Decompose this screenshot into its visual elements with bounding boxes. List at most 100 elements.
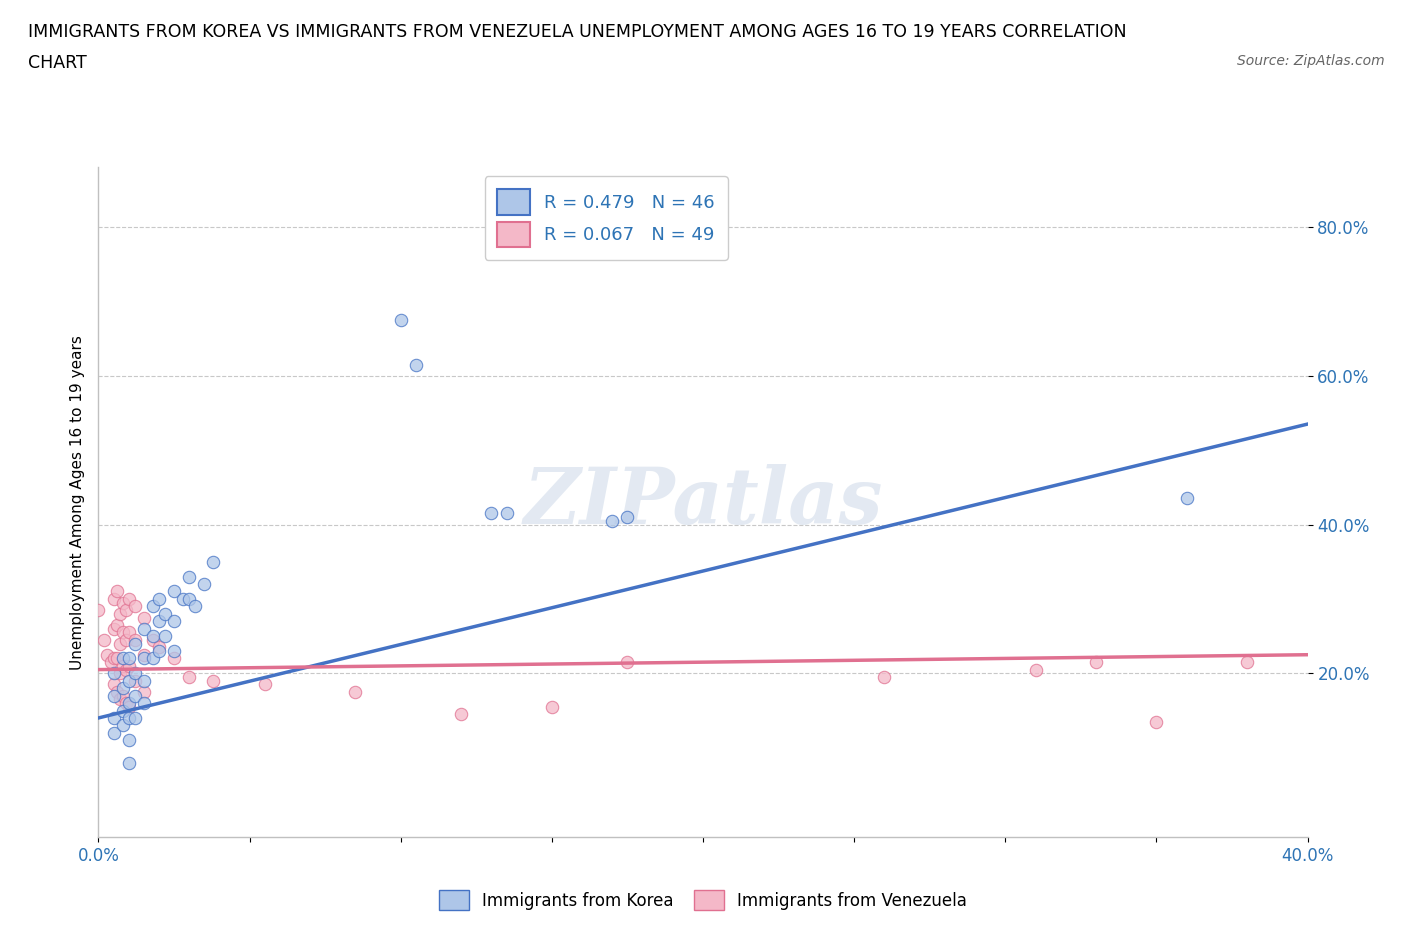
Point bbox=[108, 636, 131, 651]
Point bbox=[96, 647, 118, 662]
Point bbox=[142, 632, 165, 647]
Point bbox=[1236, 655, 1258, 670]
Point bbox=[163, 651, 186, 666]
Point bbox=[87, 603, 110, 618]
Point bbox=[132, 621, 155, 636]
Point bbox=[184, 599, 207, 614]
Point bbox=[111, 688, 134, 703]
Point bbox=[105, 651, 128, 666]
Point bbox=[124, 632, 146, 647]
Point bbox=[193, 577, 215, 591]
Point bbox=[105, 584, 128, 599]
Point bbox=[108, 692, 131, 707]
Point bbox=[1144, 714, 1167, 729]
Point bbox=[103, 651, 125, 666]
Point bbox=[111, 651, 134, 666]
Point bbox=[1024, 662, 1046, 677]
Point bbox=[103, 621, 125, 636]
Point bbox=[873, 670, 896, 684]
Point bbox=[124, 666, 146, 681]
Point bbox=[105, 684, 128, 699]
Point bbox=[495, 506, 517, 521]
Point bbox=[344, 684, 367, 699]
Point bbox=[111, 595, 134, 610]
Point bbox=[124, 636, 146, 651]
Point bbox=[177, 591, 201, 606]
Point bbox=[105, 618, 128, 632]
Point bbox=[132, 647, 155, 662]
Point bbox=[177, 670, 201, 684]
Point bbox=[132, 610, 155, 625]
Point bbox=[103, 591, 125, 606]
Point bbox=[111, 681, 134, 696]
Text: CHART: CHART bbox=[28, 54, 87, 72]
Point bbox=[172, 591, 194, 606]
Point bbox=[142, 651, 165, 666]
Point bbox=[103, 711, 125, 725]
Point bbox=[118, 733, 141, 748]
Point bbox=[602, 513, 624, 528]
Point bbox=[103, 666, 125, 681]
Point bbox=[132, 684, 155, 699]
Point bbox=[132, 696, 155, 711]
Point bbox=[163, 614, 186, 629]
Point bbox=[114, 632, 136, 647]
Text: ZIPatlas: ZIPatlas bbox=[523, 464, 883, 540]
Point bbox=[153, 606, 176, 621]
Point bbox=[114, 662, 136, 677]
Text: Source: ZipAtlas.com: Source: ZipAtlas.com bbox=[1237, 54, 1385, 68]
Point bbox=[114, 696, 136, 711]
Point bbox=[118, 651, 141, 666]
Point bbox=[142, 599, 165, 614]
Point bbox=[148, 591, 170, 606]
Point bbox=[103, 677, 125, 692]
Point bbox=[118, 591, 141, 606]
Point bbox=[103, 688, 125, 703]
Point bbox=[100, 655, 122, 670]
Point bbox=[153, 629, 176, 644]
Point bbox=[481, 506, 503, 521]
Point bbox=[616, 510, 638, 525]
Point bbox=[163, 584, 186, 599]
Point bbox=[114, 603, 136, 618]
Point bbox=[202, 554, 225, 569]
Point bbox=[111, 658, 134, 673]
Point bbox=[148, 640, 170, 655]
Point bbox=[132, 673, 155, 688]
Point bbox=[202, 673, 225, 688]
Point bbox=[118, 673, 141, 688]
Point bbox=[177, 569, 201, 584]
Point bbox=[253, 677, 276, 692]
Text: IMMIGRANTS FROM KOREA VS IMMIGRANTS FROM VENEZUELA UNEMPLOYMENT AMONG AGES 16 TO: IMMIGRANTS FROM KOREA VS IMMIGRANTS FROM… bbox=[28, 23, 1126, 41]
Point bbox=[142, 629, 165, 644]
Point bbox=[118, 625, 141, 640]
Point bbox=[111, 625, 134, 640]
Point bbox=[616, 655, 638, 670]
Point bbox=[118, 658, 141, 673]
Point bbox=[389, 312, 412, 327]
Point bbox=[108, 606, 131, 621]
Point bbox=[118, 696, 141, 711]
Point bbox=[405, 357, 427, 372]
Point bbox=[148, 614, 170, 629]
Point bbox=[118, 755, 141, 770]
Point bbox=[111, 703, 134, 718]
Point bbox=[148, 644, 170, 658]
Point bbox=[111, 718, 134, 733]
Point bbox=[163, 644, 186, 658]
Legend: R = 0.479   N = 46, R = 0.067   N = 49: R = 0.479 N = 46, R = 0.067 N = 49 bbox=[485, 177, 728, 260]
Y-axis label: Unemployment Among Ages 16 to 19 years: Unemployment Among Ages 16 to 19 years bbox=[69, 335, 84, 670]
Point bbox=[108, 666, 131, 681]
Point bbox=[124, 673, 146, 688]
Point bbox=[540, 699, 562, 714]
Point bbox=[118, 711, 141, 725]
Point bbox=[132, 651, 155, 666]
Legend: Immigrants from Korea, Immigrants from Venezuela: Immigrants from Korea, Immigrants from V… bbox=[432, 884, 974, 917]
Point bbox=[103, 725, 125, 740]
Point bbox=[1175, 491, 1198, 506]
Point bbox=[124, 688, 146, 703]
Point bbox=[124, 711, 146, 725]
Point bbox=[124, 599, 146, 614]
Point bbox=[93, 632, 115, 647]
Point bbox=[450, 707, 472, 722]
